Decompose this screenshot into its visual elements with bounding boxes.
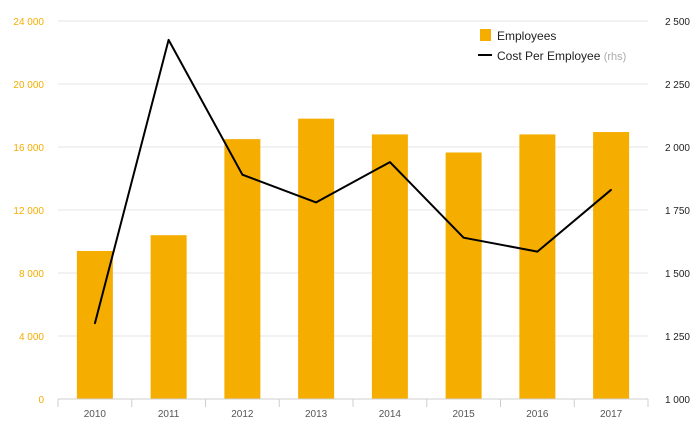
grid-lines <box>58 20 648 337</box>
legend-label-cost-per-employee-name: Cost Per Employee <box>497 49 601 63</box>
y-right-tick-label: 2 250 <box>665 80 690 91</box>
y-right-tick-label: 1 750 <box>665 206 690 217</box>
y-left-tick-label: 8 000 <box>19 269 44 280</box>
y-right-tick-label: 1 000 <box>665 395 690 406</box>
x-tick-label-2010: 2010 <box>84 409 107 420</box>
y-left-tick-label: 4 000 <box>19 332 44 343</box>
y-left-tick-label: 20 000 <box>13 80 44 91</box>
point-cost-per-employee-2014 <box>389 161 391 163</box>
y-right-tick-label: 1 500 <box>665 269 690 280</box>
legend-label-rhs: (rhs) <box>604 51 627 63</box>
y-right-tick-label: 2 000 <box>665 143 690 154</box>
y-right-tick-label: 2 500 <box>665 17 690 28</box>
y-left-tick-label: 24 000 <box>13 17 44 28</box>
bar-employees-2012 <box>224 139 261 399</box>
point-cost-per-employee-2012 <box>241 173 244 176</box>
y-left-tick-label: 0 <box>38 395 44 406</box>
point-cost-per-employee-2015 <box>462 236 465 239</box>
x-tick-label-2015: 2015 <box>453 409 476 420</box>
line-cost-per-employee <box>93 38 612 324</box>
bar-employees-2011 <box>150 235 187 399</box>
y-left-tick-label: 12 000 <box>13 206 44 217</box>
x-tick-label-2012: 2012 <box>231 409 254 420</box>
cost-per-employee-line-layer <box>93 38 612 325</box>
y-right-tick-label: 1 250 <box>665 332 690 343</box>
x-tick-label-2014: 2014 <box>379 409 402 420</box>
point-cost-per-employee-2010 <box>94 322 96 325</box>
point-cost-per-employee-2011 <box>167 39 170 41</box>
legend-label-cost-per-employee: Cost Per Employee (rhs) <box>497 49 626 63</box>
y-axis-right-ticks: 1 000 1 250 1 500 1 750 2 000 2 250 2 500 <box>665 17 690 406</box>
legend-swatch-employees <box>480 29 491 41</box>
bar-employees-2016 <box>519 134 556 399</box>
x-axis: 2010 2011 2012 2013 2014 2015 2016 2017 <box>57 398 649 420</box>
point-cost-per-employee-2016 <box>536 250 539 253</box>
legend: Employees Cost Per Employee (rhs) <box>478 29 626 63</box>
employees-bars <box>76 118 630 400</box>
y-left-tick-label: 16 000 <box>13 143 44 154</box>
bar-employees-2013 <box>298 118 335 400</box>
point-cost-per-employee-2017 <box>610 189 612 191</box>
legend-label-employees: Employees <box>497 29 556 43</box>
x-tick-label-2013: 2013 <box>305 409 328 420</box>
x-tick-label-2017: 2017 <box>600 409 623 420</box>
bar-employees-2015 <box>445 152 482 399</box>
y-axis-left-ticks: 0 4 000 8 000 12 000 16 000 20 000 24 000 <box>13 17 44 406</box>
x-tick-label-2011: 2011 <box>158 409 180 420</box>
bar-employees-2017 <box>593 132 630 399</box>
x-tick-label-2016: 2016 <box>526 409 549 420</box>
point-cost-per-employee-2013 <box>315 201 317 204</box>
bar-employees-2014 <box>371 134 408 399</box>
